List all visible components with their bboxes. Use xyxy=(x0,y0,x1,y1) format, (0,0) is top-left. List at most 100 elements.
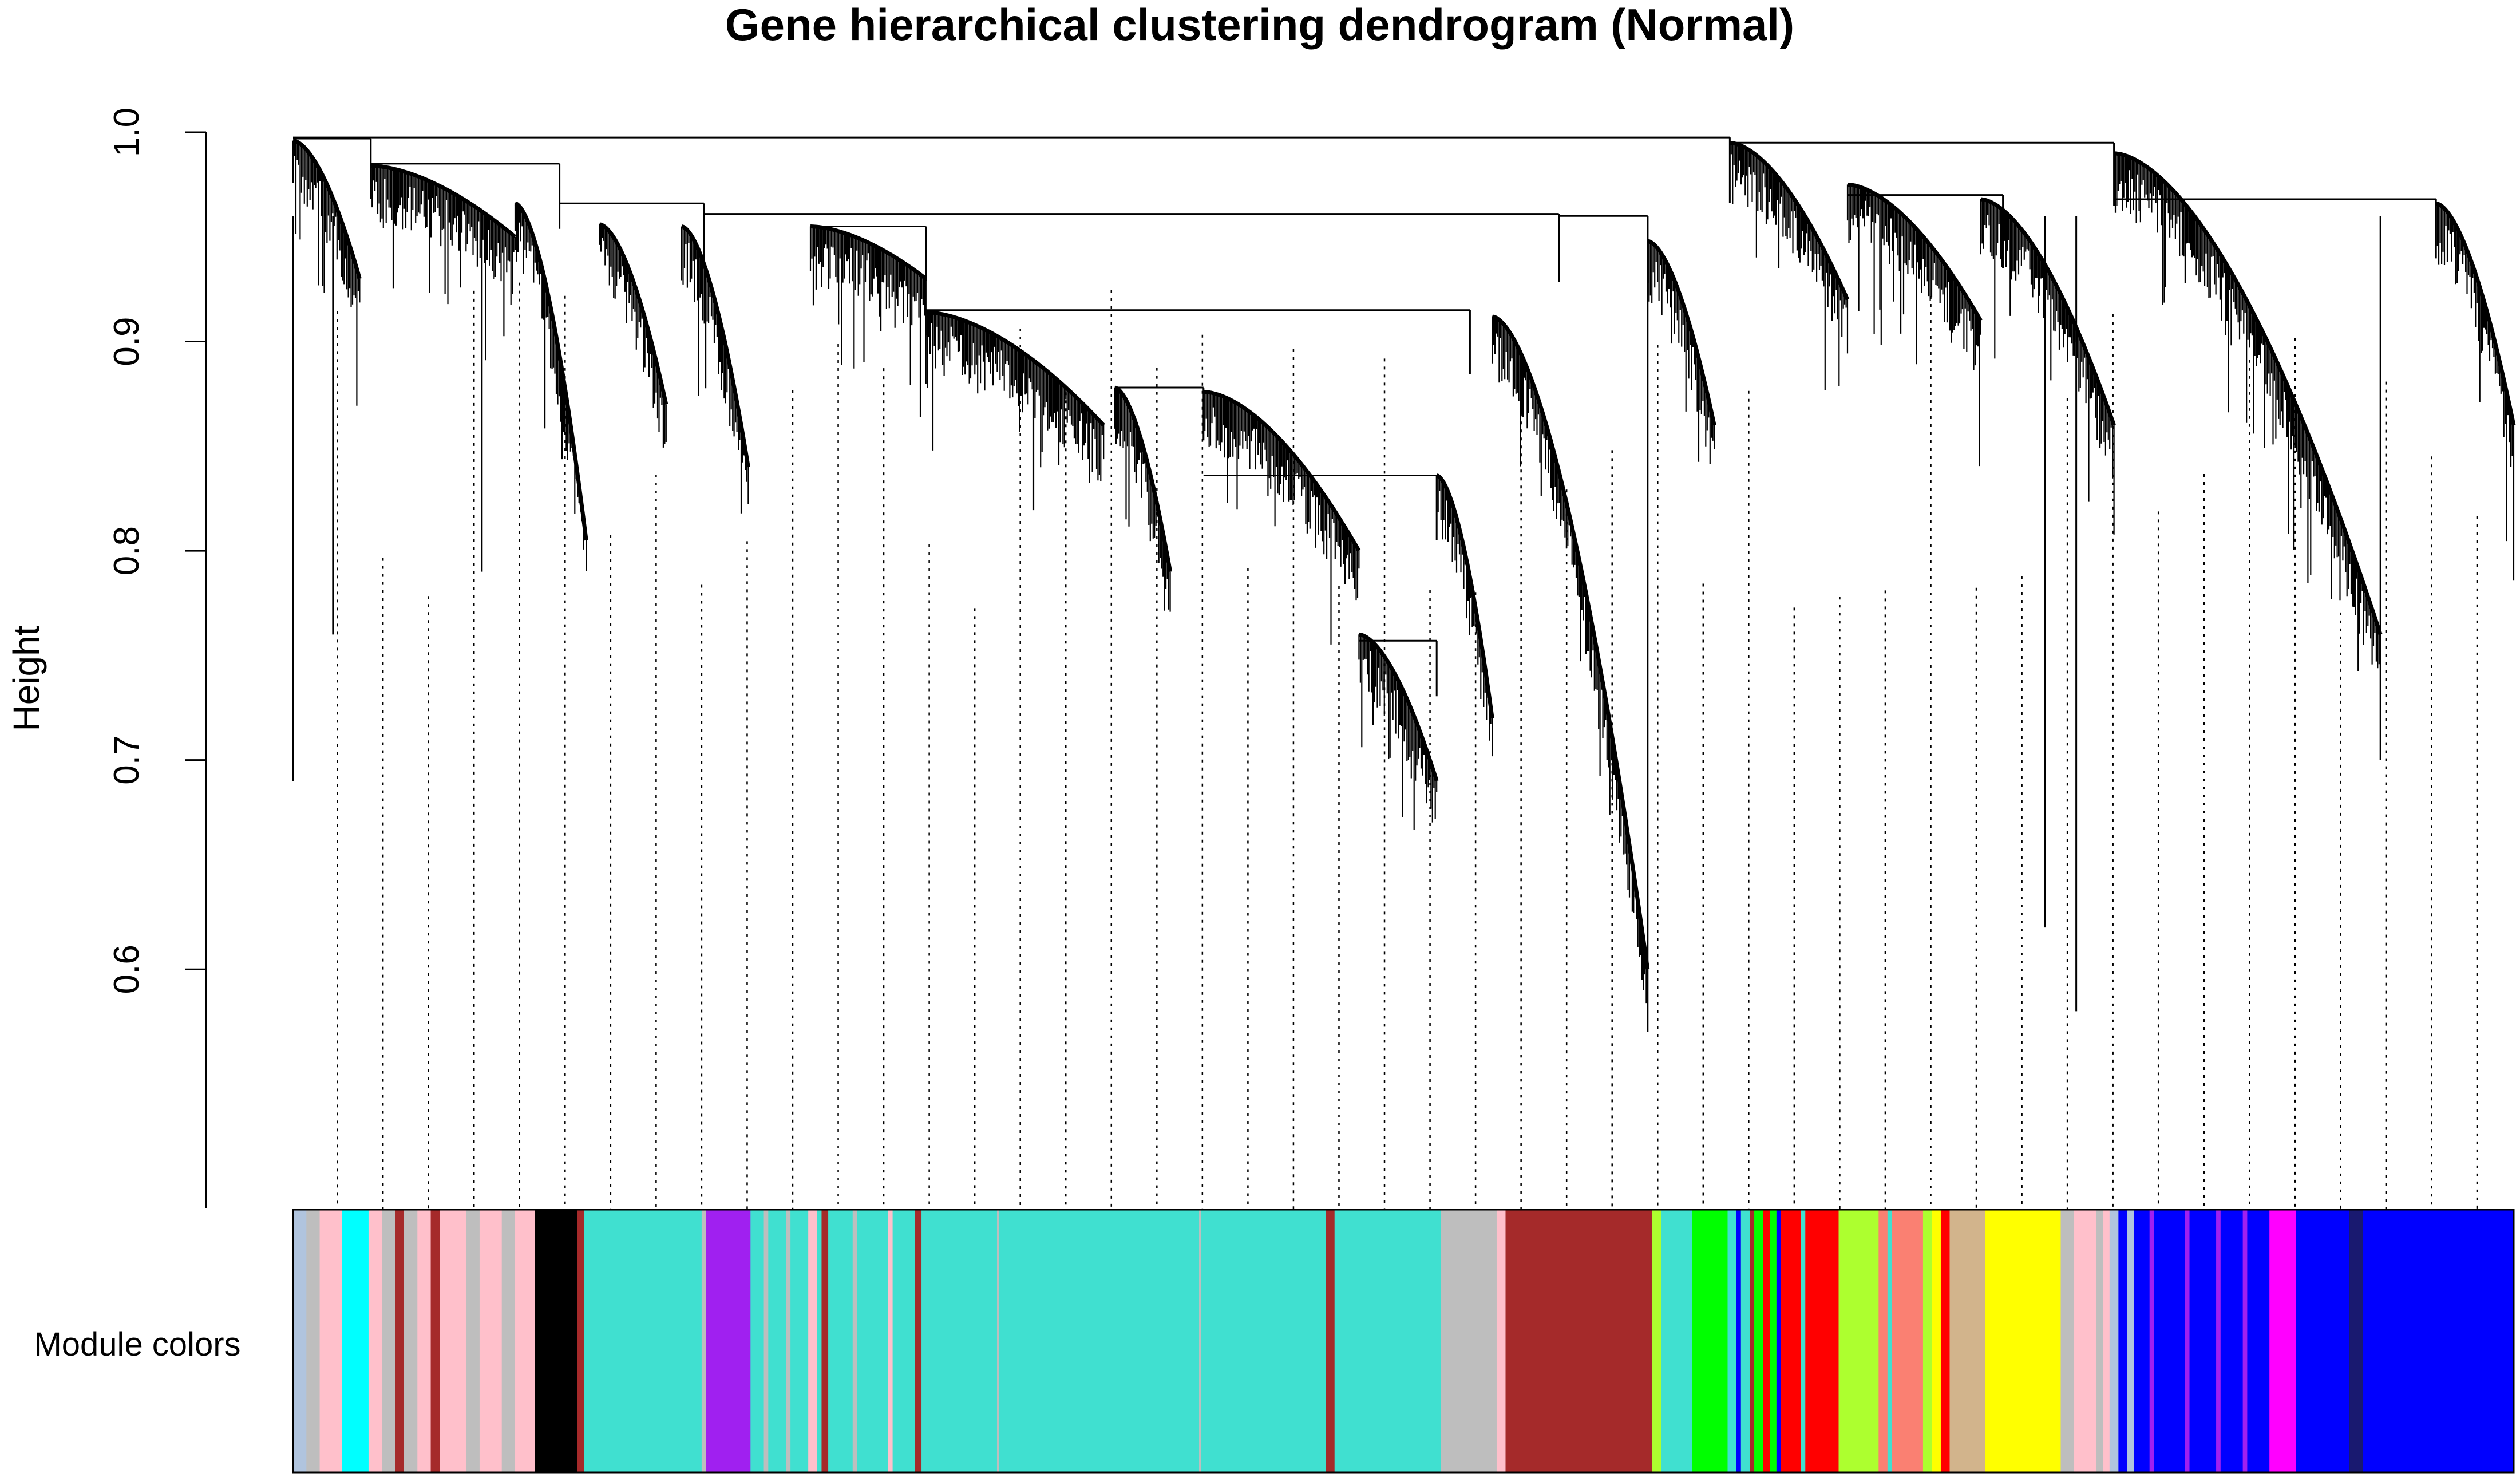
module-color-segment xyxy=(535,1210,578,1472)
module-color-segment xyxy=(2060,1210,2075,1472)
branch-arm xyxy=(1647,239,1716,426)
module-color-segment xyxy=(2269,1210,2297,1472)
branch-arm xyxy=(2435,201,2516,426)
module-color-segment xyxy=(2185,1210,2190,1472)
branch-leaves xyxy=(514,203,587,571)
y-tick-label: 1.0 xyxy=(107,108,147,157)
branch-arm xyxy=(1492,314,1650,970)
branch-arm xyxy=(292,139,362,279)
module-color-segment xyxy=(1496,1210,1506,1472)
branch-leaves xyxy=(1729,143,1849,390)
dendrogram-tree xyxy=(292,136,2516,1210)
module-color-segment xyxy=(1334,1210,1442,1472)
module-color-segment xyxy=(1776,1210,1782,1472)
module-color-segment xyxy=(1781,1210,1802,1472)
branch-leaves xyxy=(370,165,516,361)
module-color-segment xyxy=(706,1210,751,1472)
chart-title: Gene hierarchical clustering dendrogram … xyxy=(725,0,1794,50)
branch-leaves xyxy=(1202,392,1360,645)
module-color-segment xyxy=(2363,1210,2514,1472)
branch-leaves xyxy=(809,226,927,417)
module-color-segment xyxy=(1763,1210,1770,1472)
module-color-segment xyxy=(2103,1210,2110,1472)
module-color-segment xyxy=(368,1210,382,1472)
module-color-segment xyxy=(2127,1210,2135,1472)
module-color-segment xyxy=(395,1210,405,1472)
module-color-segment xyxy=(2134,1210,2150,1472)
branch-leaves xyxy=(1980,199,2115,535)
module-color-segment xyxy=(342,1210,369,1472)
module-color-segment xyxy=(821,1210,829,1472)
module-color-segment xyxy=(1878,1210,1888,1472)
module-color-segment xyxy=(1892,1210,1924,1472)
branch-leaves xyxy=(925,312,1105,511)
module-color-segment xyxy=(306,1210,321,1472)
module-color-segment xyxy=(430,1210,440,1472)
module-color-segment xyxy=(1887,1210,1893,1472)
module-color-segment xyxy=(1740,1210,1751,1472)
module-color-segment xyxy=(382,1210,396,1472)
module-color-segment xyxy=(888,1210,893,1472)
module-color-segment xyxy=(828,1210,853,1472)
module-color-segment xyxy=(1922,1210,1933,1472)
module-color-segment xyxy=(1801,1210,1806,1472)
module-color-segment xyxy=(1201,1210,1326,1472)
branch-arm xyxy=(599,222,668,405)
branch-arm xyxy=(1730,140,1850,301)
branch-leaves xyxy=(1647,241,1715,464)
branch-arm xyxy=(2114,151,2383,635)
branch-arm xyxy=(1847,182,1983,322)
module-color-segment xyxy=(466,1210,480,1472)
branch-arm xyxy=(681,224,750,468)
branch-leaves xyxy=(1846,184,1981,467)
branch-arm xyxy=(1358,632,1439,782)
module-color-segment xyxy=(404,1210,418,1472)
module-color-segment xyxy=(852,1210,858,1472)
module-color-segment xyxy=(2096,1210,2103,1472)
branch-leaves xyxy=(2435,203,2515,581)
module-color-segment xyxy=(417,1210,432,1472)
module-color-segment xyxy=(2247,1210,2270,1472)
module-color-segment xyxy=(1949,1210,1986,1472)
module-color-segment xyxy=(515,1210,536,1472)
module-color-segment xyxy=(1736,1210,1742,1472)
branch-leaves xyxy=(2113,153,2381,680)
branch-arm xyxy=(1980,197,2116,426)
y-tick-label: 0.9 xyxy=(107,317,147,366)
module-color-segment xyxy=(1652,1210,1661,1472)
module-color-segment xyxy=(1441,1210,1497,1472)
module-color-segment xyxy=(440,1210,467,1472)
y-tick-label: 0.7 xyxy=(107,736,147,785)
module-color-segment xyxy=(501,1210,516,1472)
module-color-segment xyxy=(1199,1210,1202,1472)
module-color-segment xyxy=(1754,1210,1764,1472)
branch-arm xyxy=(370,164,517,239)
branch-arm xyxy=(1114,385,1173,572)
branch-arm xyxy=(925,310,1105,427)
branch-arm xyxy=(1436,473,1494,719)
module-color-segment xyxy=(577,1210,585,1472)
color-bar-border xyxy=(292,1209,2515,1474)
module-color-segment xyxy=(2216,1210,2221,1472)
branch-leaves xyxy=(681,226,749,514)
module-color-segment xyxy=(293,1210,307,1472)
module-color-segment xyxy=(584,1210,702,1472)
branch-arm xyxy=(514,202,588,541)
module-color-segment xyxy=(1932,1210,1941,1472)
module-color-segment xyxy=(319,1210,343,1472)
y-tick-label: 0.8 xyxy=(107,526,147,575)
module-colors-label: Module colors xyxy=(34,1326,240,1363)
module-color-segment xyxy=(790,1210,809,1472)
module-color-segment xyxy=(1940,1210,1951,1472)
module-color-segment xyxy=(2220,1210,2244,1472)
module-color-segment xyxy=(763,1210,769,1472)
module-color-segment xyxy=(1770,1210,1777,1472)
module-color-segment xyxy=(1750,1210,1755,1472)
branch-leaves xyxy=(292,140,361,406)
branch-arm xyxy=(1203,389,1361,552)
y-axis-label: Height xyxy=(6,625,47,731)
module-color-segment xyxy=(1805,1210,1839,1472)
branch-leaves xyxy=(1436,475,1493,757)
module-color-segment xyxy=(2242,1210,2248,1472)
